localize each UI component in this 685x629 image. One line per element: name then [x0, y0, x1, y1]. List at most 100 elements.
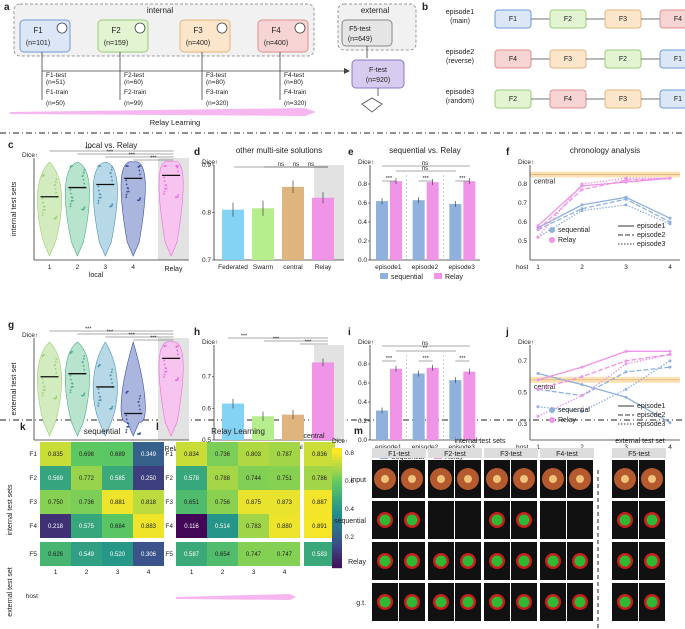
violin-point — [97, 404, 100, 407]
violin-point — [125, 196, 128, 199]
heatmap-value: 0.587 — [184, 552, 200, 558]
violin-point — [72, 385, 74, 388]
significance-ns: ns — [278, 162, 284, 168]
fundus-image-tile — [455, 501, 481, 539]
heatmap-value: 0.880 — [277, 524, 293, 530]
fundus-input-cup — [621, 475, 629, 483]
heatmap-ylabel-internal: internal test sets — [7, 484, 14, 535]
site-n-F3: (n=400) — [186, 40, 210, 47]
segmentation-cup — [406, 596, 418, 608]
bar-Relay — [312, 197, 334, 260]
heatmap-row-label: F4 — [29, 523, 37, 530]
violin-point — [81, 208, 84, 211]
series-point — [536, 372, 540, 375]
violin-1 — [37, 341, 62, 437]
y-tick-label: 0.4 — [358, 399, 367, 406]
colorbar-tick: 0.8 — [345, 450, 354, 457]
violin-point — [55, 371, 58, 374]
legend-label-sequential: sequential — [391, 274, 423, 281]
heatmap-cell — [102, 466, 133, 490]
heatmap-cell — [40, 514, 71, 538]
y-tick-label: 0.0 — [358, 257, 367, 264]
heatmap-row-label: F5 — [165, 551, 173, 558]
violin-point — [177, 194, 179, 196]
heatmap-value: 0.881 — [110, 500, 126, 506]
internal-title: internal — [147, 6, 173, 15]
series-point — [668, 359, 672, 363]
heatmap-col-label: 1 — [190, 569, 194, 576]
m-row-label-Relay: Relay — [348, 559, 366, 566]
legend-dot-relay — [549, 417, 555, 423]
violin-point — [43, 353, 46, 356]
colorbar-title: Dice↑ — [332, 438, 348, 445]
y-tick-label: 0.6 — [518, 219, 527, 226]
ftest-name: F-test — [369, 67, 387, 74]
series-line-sequential-episode1 — [537, 372, 671, 424]
violin-point — [126, 165, 129, 167]
m-col-header — [372, 448, 426, 458]
relay-arrow — [10, 108, 316, 116]
episode-node-label: F4 — [509, 56, 517, 63]
heatmap-cell — [102, 442, 133, 466]
colorbar-tick: 0.2 — [345, 534, 354, 541]
series-point — [624, 362, 628, 366]
significance-stars: *** — [128, 153, 135, 159]
m-external-title: external test set — [615, 438, 664, 445]
segmentation-cup — [619, 596, 631, 608]
heatmap-cell — [71, 442, 102, 466]
segmentation-cup — [518, 596, 530, 608]
heatmap-row-label: F1 — [165, 451, 173, 458]
violin-point — [82, 357, 85, 360]
site-name-F2: F2 — [111, 26, 121, 35]
violin-point — [69, 389, 72, 391]
heatmap-ylabel-external: external test set — [7, 567, 14, 616]
x-tick-2: 2 — [580, 444, 584, 451]
m-col-label-F3-test: F3-test — [500, 451, 522, 458]
series-point — [536, 387, 540, 391]
y-tick-label: 0.2 — [358, 418, 367, 425]
colorbar-segment — [332, 526, 342, 530]
violin-point — [111, 179, 113, 182]
series-point — [580, 188, 584, 192]
heatmap-cell — [238, 542, 269, 566]
series-line-Relay-episode3 — [537, 353, 671, 417]
violin-point — [55, 360, 57, 363]
heatmap-value: 0.747 — [246, 552, 262, 558]
dice-label: Dice↑ — [202, 159, 218, 166]
bar-Federated — [222, 403, 244, 440]
x-tick-central: central — [283, 264, 303, 271]
heatmap-value: 0.803 — [246, 452, 262, 458]
legend-dot-relay — [549, 237, 555, 243]
colorbar-segment — [332, 502, 342, 506]
heatmap-cell — [304, 514, 335, 538]
heatmap-cell — [207, 490, 238, 514]
heatmap-cell — [238, 442, 269, 466]
heatmap-cell — [102, 542, 133, 566]
heatmap-row-label: F4 — [165, 523, 173, 530]
fundus-input-cup — [437, 475, 445, 483]
violin-point — [109, 205, 111, 208]
relay-tick: Relay — [165, 446, 183, 453]
x-axis-label: local — [89, 272, 104, 279]
heatmap-value: 0.583 — [312, 552, 328, 558]
train-n-F3: (n=320) — [206, 100, 229, 107]
heatmap-title-k: sequential — [84, 427, 121, 436]
heatmap-cell — [269, 442, 300, 466]
violin-point — [165, 370, 168, 373]
heatmap-value: 0.569 — [48, 476, 64, 482]
segmentation-cup — [379, 514, 391, 526]
panel-letter-m: m — [354, 426, 363, 437]
heatmap-cell — [269, 542, 300, 566]
series-line-sequential-episode1 — [537, 196, 671, 229]
heatmap-cell — [40, 490, 71, 514]
heatmap-value: 0.751 — [277, 476, 293, 482]
heatmap-cell — [40, 542, 71, 566]
colorbar-segment — [332, 484, 342, 488]
violin-point — [109, 172, 112, 174]
colorbar-segment — [332, 454, 342, 458]
violin-point — [53, 397, 56, 400]
episode-sub-1: (main) — [450, 18, 470, 25]
heatmap-row-label: F1 — [29, 451, 37, 458]
colorbar-segment — [332, 520, 342, 524]
bar-Relay-episode2 — [426, 182, 439, 260]
